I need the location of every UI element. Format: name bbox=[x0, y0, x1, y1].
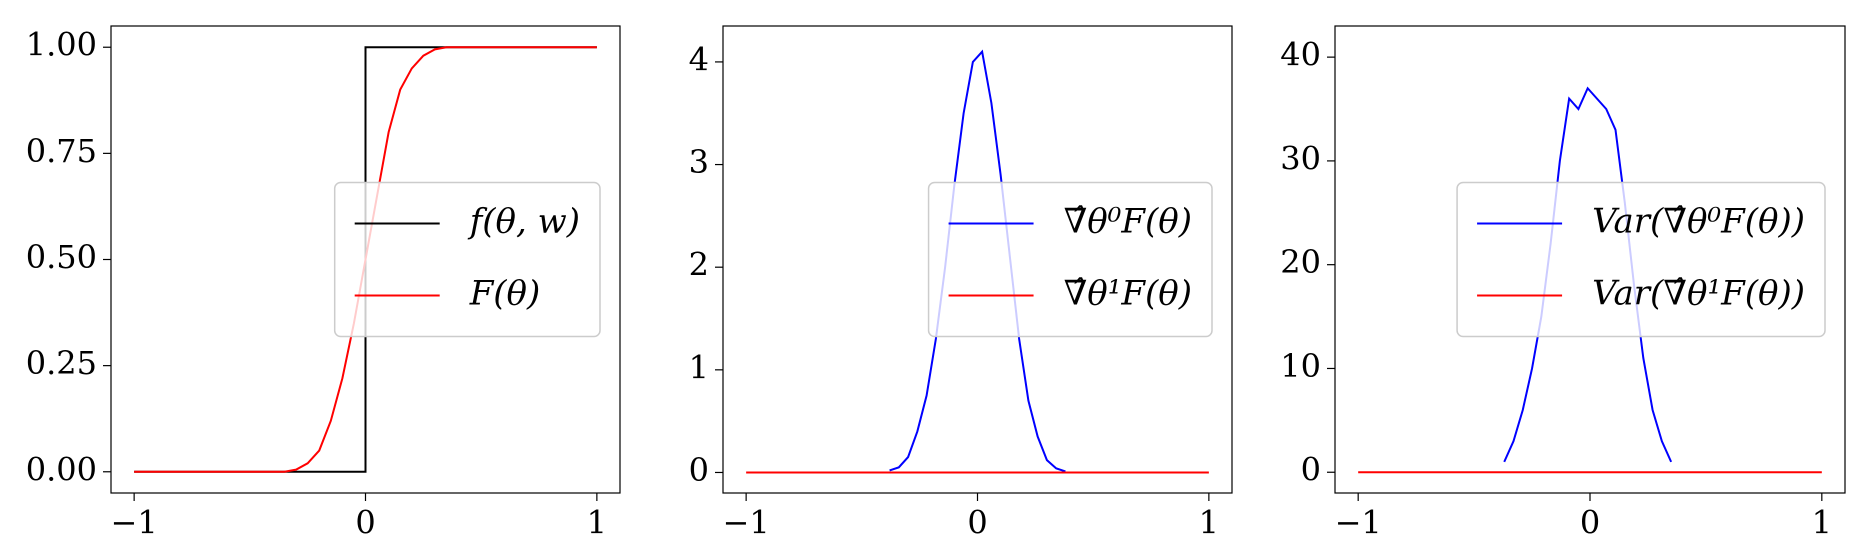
x-tick-label: 0 bbox=[355, 504, 375, 542]
y-tick-label: 0.25 bbox=[26, 344, 97, 382]
x-tick-label: −1 bbox=[1335, 504, 1382, 542]
x-tick-label: −1 bbox=[723, 504, 770, 542]
y-tick-label: 0.75 bbox=[26, 132, 97, 170]
y-tick-label: 0 bbox=[689, 451, 709, 489]
legend: Var(∇̂θ⁰F(θ)) Var(∇̂θ¹F(θ)) bbox=[1456, 181, 1826, 338]
legend-label: F(θ) bbox=[469, 274, 541, 314]
y-tick-label: 0.00 bbox=[26, 450, 97, 488]
legend-label: f(θ, w) bbox=[467, 202, 580, 242]
y-tick-label: 1.00 bbox=[26, 26, 97, 64]
x-tick-label: 1 bbox=[587, 504, 607, 542]
subplot: −1 0 1 0 1 2 3 4 ∇̂θ⁰F(θ) ∇̂θ¹F(θ) bbox=[689, 25, 1233, 542]
legend-label: ∇̂θ⁰F(θ) bbox=[1064, 202, 1192, 242]
legend-box bbox=[1456, 181, 1826, 338]
axes-frame bbox=[110, 25, 621, 494]
y-tick-label: 30 bbox=[1280, 139, 1321, 177]
y-tick-label: 20 bbox=[1280, 243, 1321, 281]
legend-box bbox=[927, 181, 1213, 338]
legend-label: Var(∇̂θ⁰F(θ)) bbox=[1592, 202, 1805, 242]
legend-label: Var(∇̂θ¹F(θ)) bbox=[1592, 274, 1805, 314]
axes-frame bbox=[722, 25, 1233, 494]
legend: ∇̂θ⁰F(θ) ∇̂θ¹F(θ) bbox=[927, 181, 1213, 338]
y-tick-label: 1 bbox=[689, 348, 709, 386]
y-tick-label: 3 bbox=[689, 143, 709, 181]
series-line bbox=[889, 49, 1066, 473]
y-tick-label: 4 bbox=[689, 40, 709, 78]
x-tick-label: 0 bbox=[967, 504, 987, 542]
x-tick-label: 1 bbox=[1812, 504, 1832, 542]
subplot: −1 0 1 0.00 0.25 0.50 0.75 1.00 f(θ, w) F(θ) bbox=[26, 25, 621, 542]
legend: f(θ, w) F(θ) bbox=[333, 181, 601, 338]
axes-frame bbox=[1334, 25, 1846, 494]
x-tick-label: 0 bbox=[1580, 504, 1600, 542]
x-tick-label: −1 bbox=[111, 504, 158, 542]
y-tick-label: 40 bbox=[1280, 36, 1321, 74]
legend-box bbox=[333, 181, 601, 338]
series-line bbox=[1503, 86, 1673, 463]
y-tick-label: 2 bbox=[689, 246, 709, 284]
legend-label: ∇̂θ¹F(θ) bbox=[1064, 274, 1192, 314]
y-tick-label: 10 bbox=[1280, 347, 1321, 385]
y-tick-label: 0.50 bbox=[26, 238, 97, 276]
y-tick-label: 0 bbox=[1301, 451, 1321, 489]
x-tick-label: 1 bbox=[1199, 504, 1219, 542]
